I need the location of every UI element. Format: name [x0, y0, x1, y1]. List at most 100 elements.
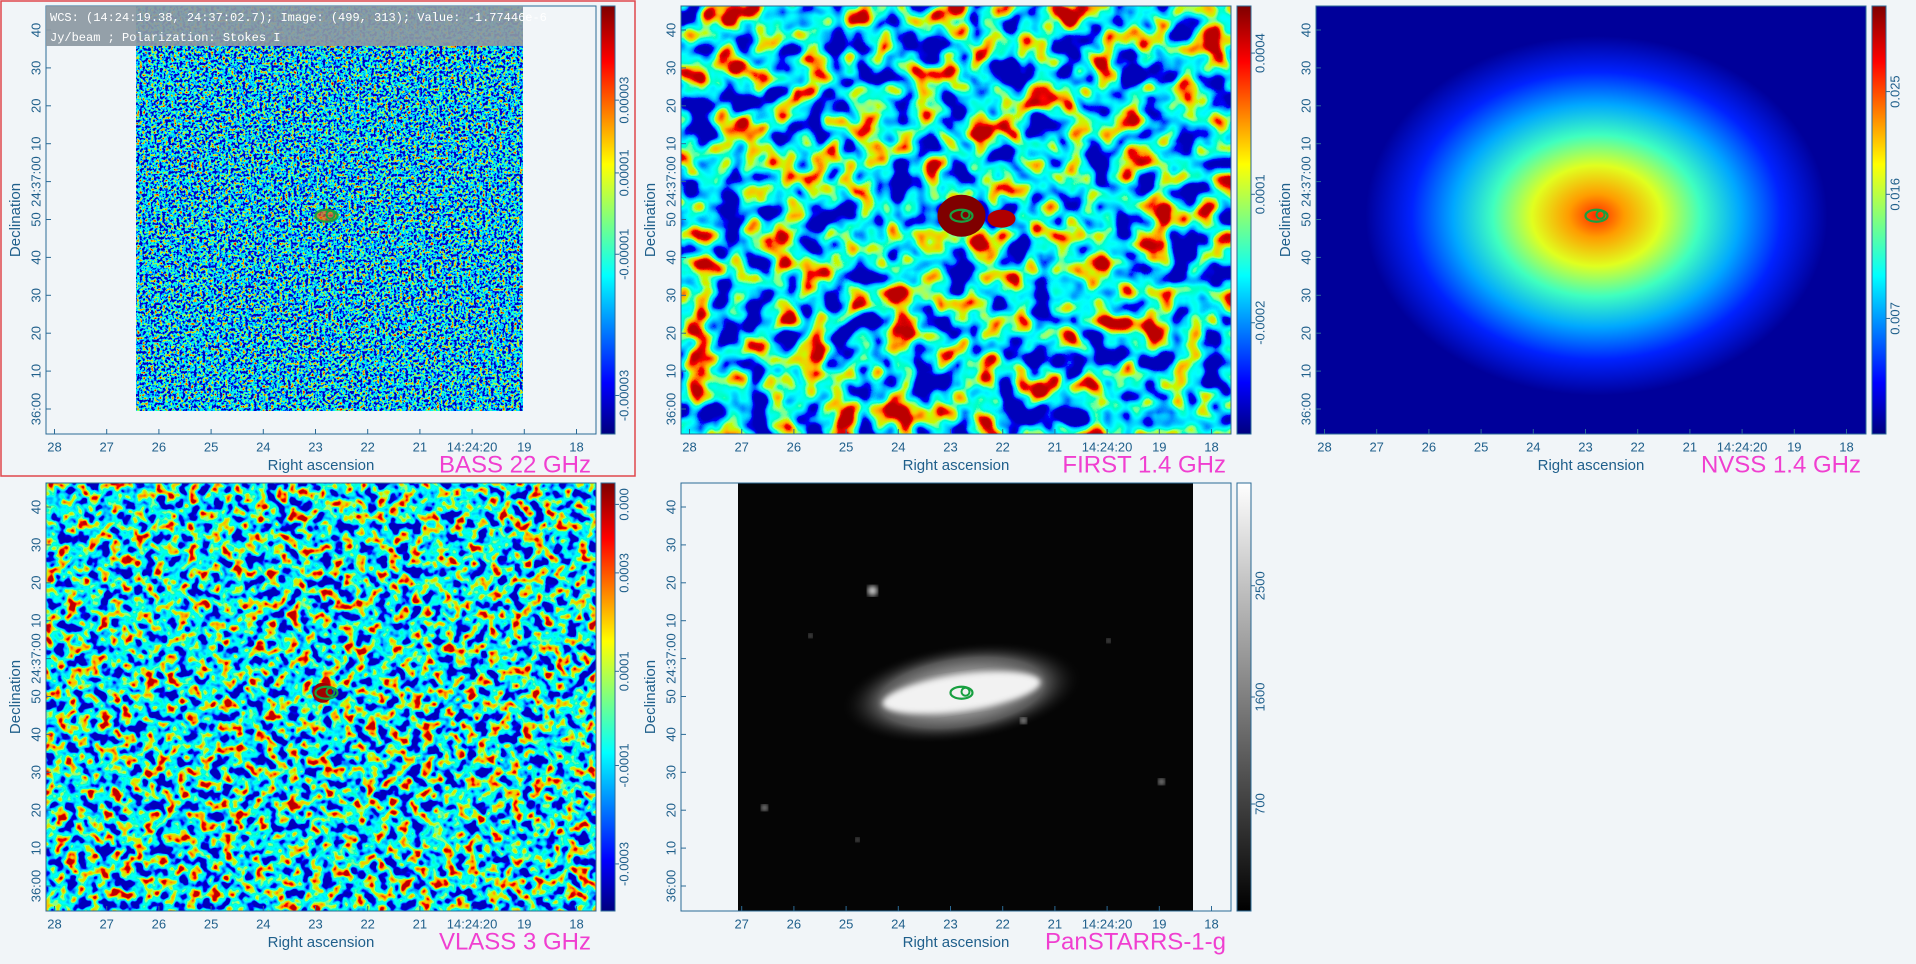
y-axis-label: Declination — [642, 183, 659, 257]
x-tick-label: 18 — [1204, 439, 1218, 454]
y-tick-label: 50 — [28, 689, 43, 703]
y-tick-label: 20 — [28, 99, 43, 113]
y-axis-label: Declination — [1277, 183, 1294, 257]
x-tick-label: 28 — [1317, 439, 1331, 454]
x-tick-label: 26 — [787, 916, 801, 931]
y-tick-label: 10 — [28, 364, 43, 378]
x-tick-label: 21 — [1683, 439, 1697, 454]
y-tick-label: 10 — [663, 364, 678, 378]
y-tick-label: 30 — [28, 538, 43, 552]
x-axis-label: Right ascension — [268, 457, 375, 474]
colorbar-tick-label: 1600 — [1252, 683, 1267, 712]
x-tick-label: 14:24:20 — [447, 916, 498, 931]
contour — [325, 686, 336, 697]
y-tick-label: 20 — [663, 803, 678, 817]
x-tick-label: 27 — [99, 916, 113, 931]
y-tick-label: 24:37:00 — [28, 633, 43, 684]
cursor-info-line: WCS: (14:24:19.38, 24:37:02.7); Image: (… — [50, 11, 547, 25]
star — [1106, 638, 1111, 643]
x-tick-label: 28 — [682, 439, 696, 454]
y-tick-label: 10 — [1298, 364, 1313, 378]
x-tick-label: 14:24:20 — [1082, 916, 1133, 931]
x-tick-label: 25 — [204, 439, 218, 454]
y-axis-label: Declination — [642, 660, 659, 734]
star — [1020, 717, 1027, 724]
colorbar-tick-label: 0.0004 — [1252, 33, 1267, 73]
x-tick-label: 19 — [1152, 439, 1166, 454]
y-tick-label: 40 — [663, 250, 678, 264]
x-tick-label: 14:24:20 — [1082, 439, 1133, 454]
colorbar-tick-label: 700 — [1252, 793, 1267, 815]
y-tick-label: 40 — [663, 727, 678, 741]
y-tick-label: 24:37:00 — [663, 156, 678, 207]
cursor-info-background — [46, 6, 523, 46]
x-tick-label: 22 — [360, 916, 374, 931]
colorbar-tick-label: 0.000 — [616, 488, 631, 521]
y-tick-label: 50 — [663, 689, 678, 703]
x-tick-label: 24 — [256, 439, 270, 454]
colorbar-tick-label: -0.0002 — [1252, 301, 1267, 345]
x-tick-label: 21 — [1048, 439, 1062, 454]
contour — [1595, 209, 1606, 220]
source-blob — [987, 209, 1016, 228]
y-tick-label: 30 — [28, 765, 43, 779]
contour — [949, 208, 974, 223]
colorbar-tick-label: 0.0003 — [616, 553, 631, 593]
y-tick-label: 24:37:00 — [28, 156, 43, 207]
colorbar — [600, 482, 616, 912]
y-axis-label: Declination — [7, 660, 24, 734]
x-tick-label: 23 — [943, 439, 957, 454]
y-tick-label: 40 — [663, 23, 678, 37]
contour — [314, 208, 339, 223]
x-tick-label: 28 — [47, 916, 61, 931]
colorbar — [600, 5, 616, 435]
x-tick-label: 18 — [1204, 916, 1218, 931]
y-tick-label: 36:00 — [28, 870, 43, 903]
x-tick-label: 25 — [1474, 439, 1488, 454]
image-panel: 0.000 0.0003 0.0001 -0.0001 -0.0003 28 27 26 25 2… — [7, 482, 631, 955]
y-tick-label: 40 — [28, 500, 43, 514]
colorbar-tick-label: -0.0001 — [616, 743, 631, 787]
x-tick-label: 22 — [360, 439, 374, 454]
y-tick-label: 20 — [28, 576, 43, 590]
image — [136, 6, 523, 411]
panel-label: FIRST 1.4 GHz — [1062, 451, 1226, 478]
x-tick-label: 18 — [1839, 439, 1853, 454]
x-tick-label: 24 — [1526, 439, 1540, 454]
y-tick-label: 10 — [1298, 136, 1313, 150]
x-tick-label: 28 — [47, 439, 61, 454]
x-tick-label: 25 — [839, 439, 853, 454]
y-tick-label: 30 — [663, 288, 678, 302]
x-axis-label: Right ascension — [268, 934, 375, 951]
y-tick-label: 10 — [663, 841, 678, 855]
contour — [960, 686, 971, 697]
panel-label: VLASS 3 GHz — [439, 928, 591, 955]
x-tick-label: 22 — [995, 916, 1009, 931]
star — [1158, 778, 1165, 785]
x-tick-label: 19 — [1152, 916, 1166, 931]
star — [867, 585, 878, 596]
x-tick-label: 24 — [256, 916, 270, 931]
y-tick-label: 10 — [663, 613, 678, 627]
x-tick-label: 26 — [152, 439, 166, 454]
image-panel: 0.00003 0.00001 -0.00001 -0.00003 28 27 26 25 24… — [7, 5, 631, 478]
active-panel-border — [0, 0, 636, 477]
colorbar-tick-label: 2500 — [1252, 571, 1267, 600]
colorbar — [1871, 5, 1887, 435]
colorbar-tick-label: 0.00001 — [616, 149, 631, 196]
image-panel: 0.0004 0.0001 -0.0002 28 27 26 25 24 23 22 21 14:24… — [642, 5, 1267, 478]
x-tick-label: 27 — [99, 439, 113, 454]
y-axis-label: Declination — [7, 183, 24, 257]
panel-label: PanSTARRS-1-g — [1045, 928, 1226, 955]
x-tick-label: 19 — [1787, 439, 1801, 454]
x-tick-label: 23 — [308, 916, 322, 931]
y-tick-label: 20 — [663, 99, 678, 113]
y-tick-label: 20 — [28, 803, 43, 817]
x-tick-label: 22 — [995, 439, 1009, 454]
colorbar — [1236, 482, 1252, 912]
colorbar-tick-label: -0.00001 — [616, 229, 631, 280]
y-tick-label: 40 — [28, 250, 43, 264]
colorbar-tick-label: -0.00003 — [616, 370, 631, 421]
colorbar-tick-label: 0.0001 — [1252, 174, 1267, 214]
